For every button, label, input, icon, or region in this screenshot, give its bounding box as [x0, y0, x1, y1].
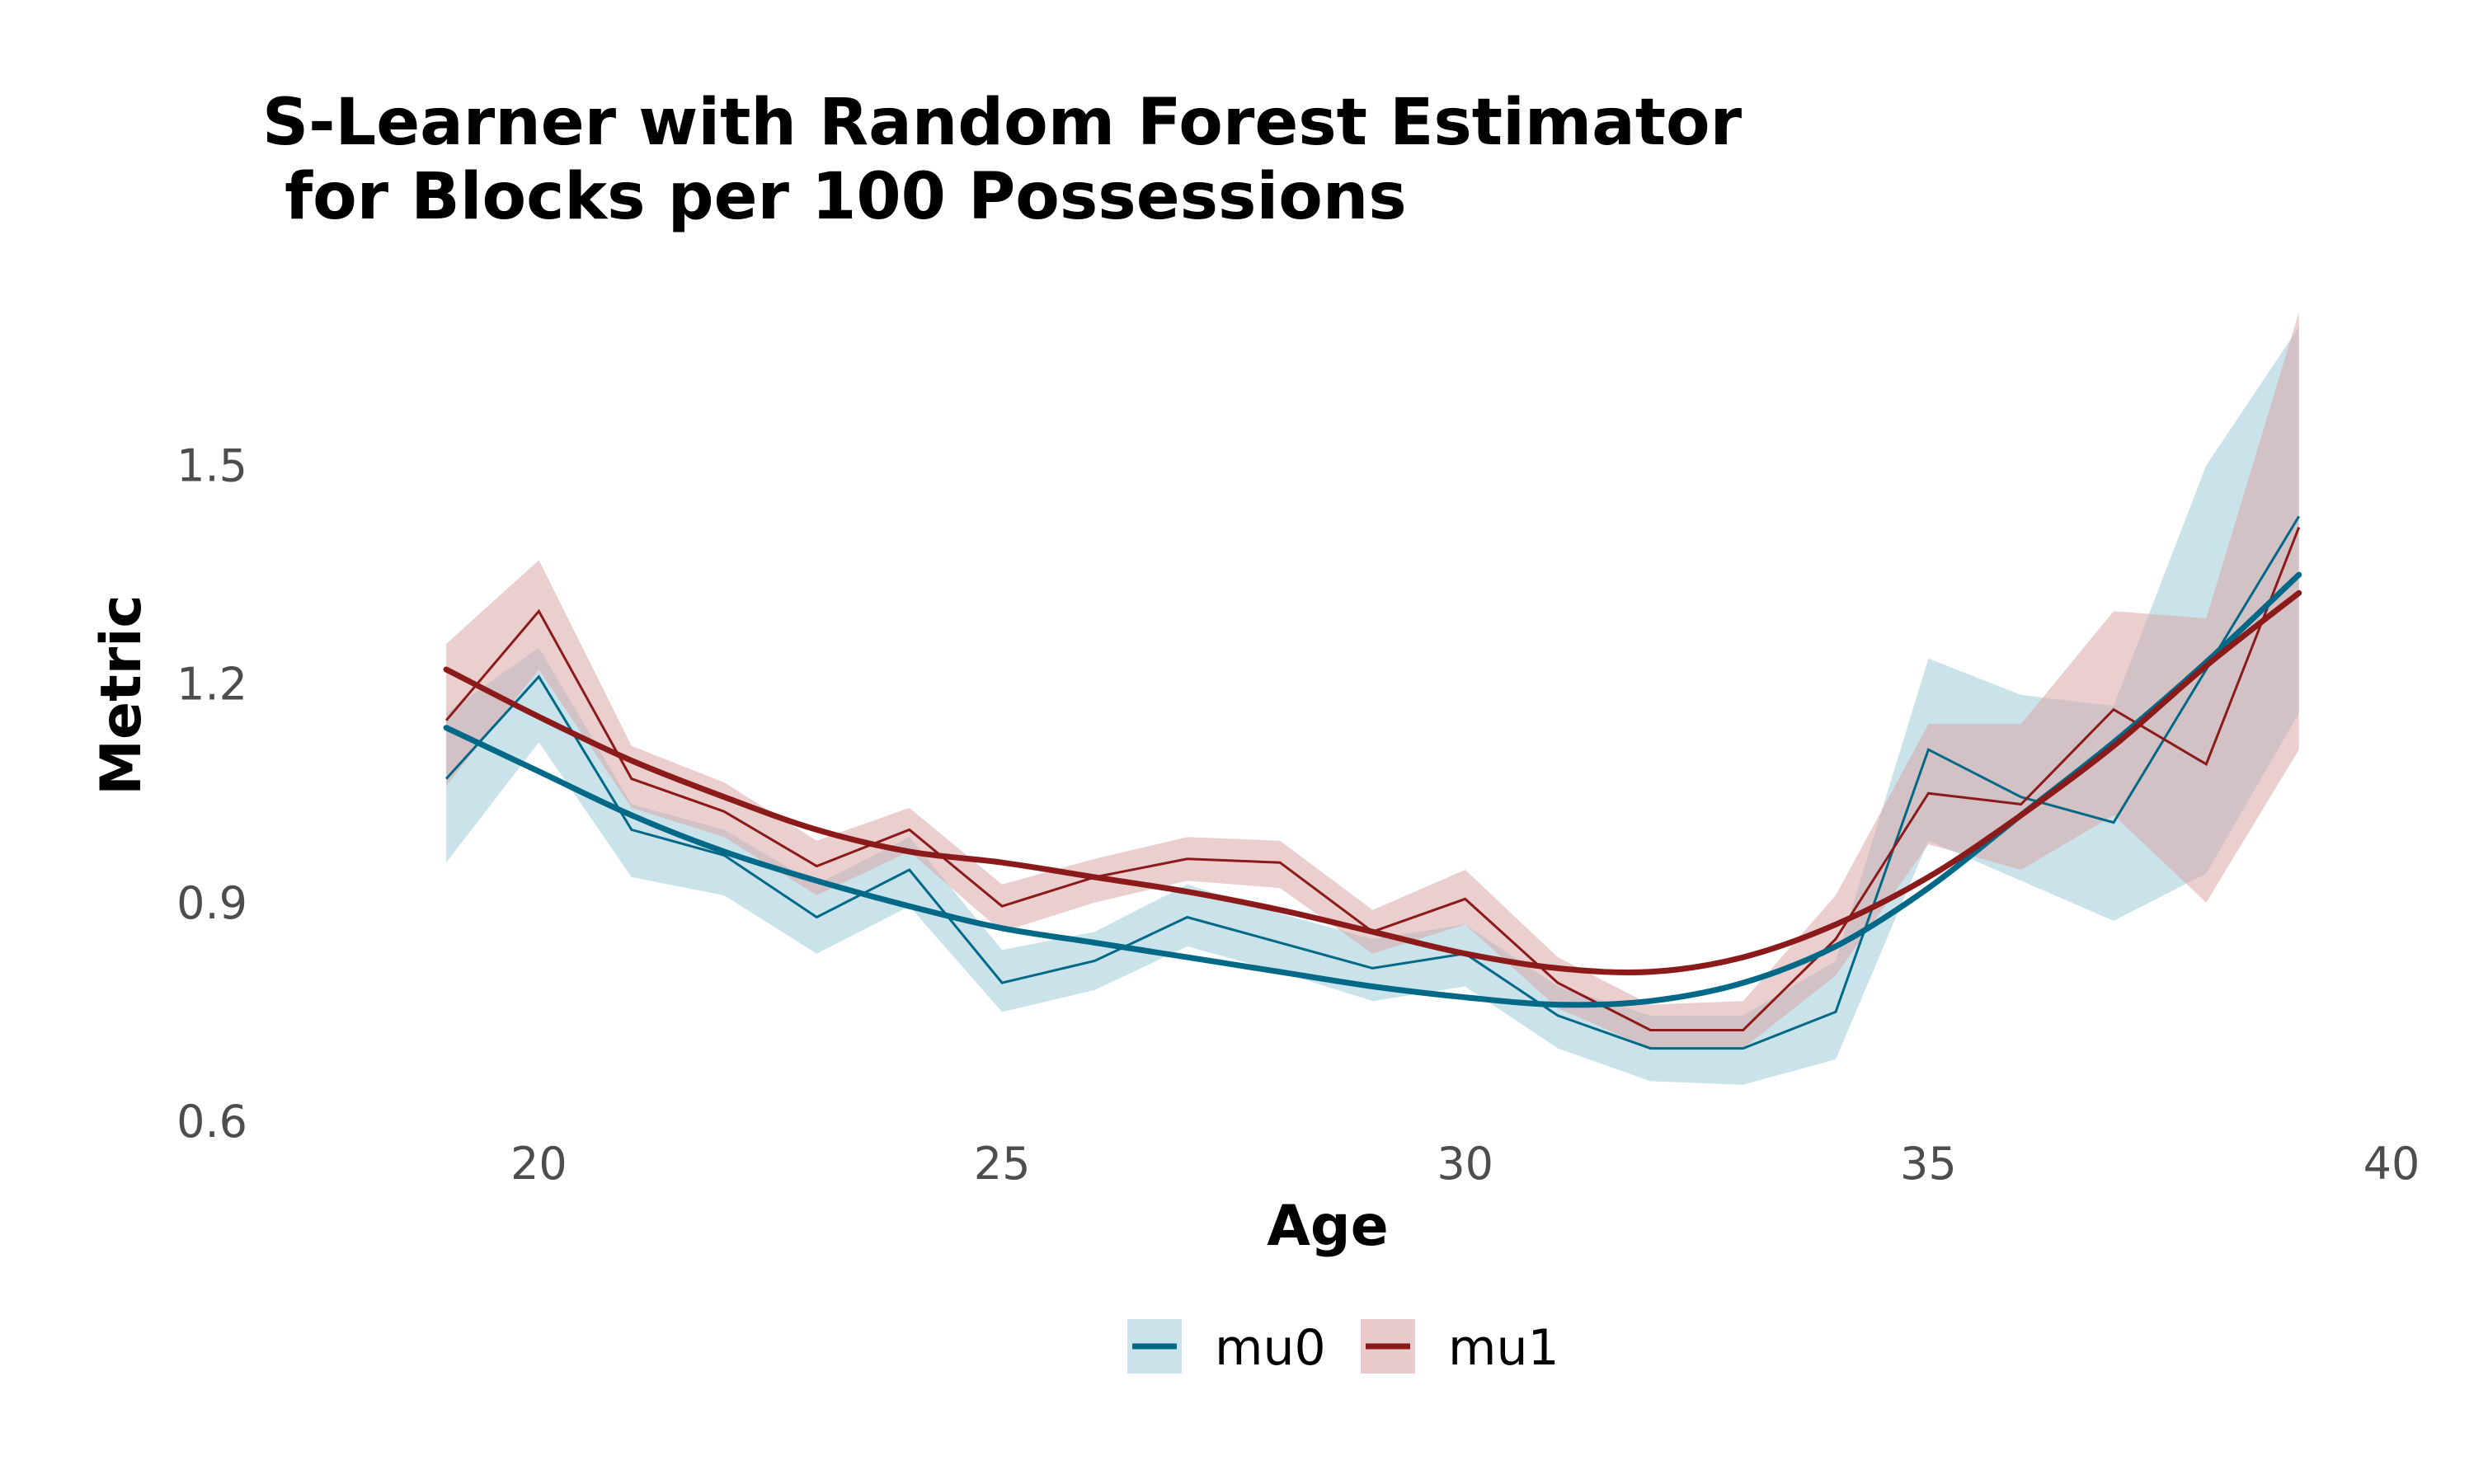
x-tick-label: 30 — [1437, 1138, 1493, 1190]
legend-label-mu1: mu1 — [1448, 1319, 1559, 1377]
y-axis-title: Metric — [89, 594, 154, 795]
plot-area — [443, 312, 2302, 1085]
mu0-line — [444, 515, 2300, 1050]
y-tick-label: 0.9 — [176, 877, 247, 929]
y-tick-label: 1.5 — [176, 440, 247, 492]
y-tick-label: 1.2 — [176, 659, 247, 711]
legend-item-mu1: mu1 — [1361, 1319, 1559, 1377]
y-tick-label: 0.6 — [176, 1096, 247, 1148]
y-axis-ticks: 0.6 0.9 1.2 1.5 — [176, 440, 247, 1148]
legend-item-mu0: mu0 — [1127, 1319, 1326, 1377]
x-tick-label: 35 — [1900, 1138, 1957, 1190]
mu0-confidence-band — [446, 326, 2299, 1085]
x-axis-ticks: 20 25 30 35 40 — [510, 1138, 2420, 1190]
chart-title-line-2: for Blocks per 100 Possessions — [262, 160, 1407, 234]
legend-label-mu0: mu0 — [1215, 1319, 1326, 1377]
x-tick-label: 25 — [974, 1138, 1031, 1190]
x-axis-title: Age — [1267, 1194, 1388, 1259]
x-tick-label: 40 — [2363, 1138, 2420, 1190]
mu1-trend-line — [443, 589, 2302, 976]
chart-title-line-1: S-Learner with Random Forest Estimator — [262, 86, 1743, 160]
mu1-confidence-band — [446, 312, 2299, 1049]
x-tick-label: 20 — [510, 1138, 567, 1190]
legend: mu0 mu1 — [1127, 1319, 1559, 1377]
